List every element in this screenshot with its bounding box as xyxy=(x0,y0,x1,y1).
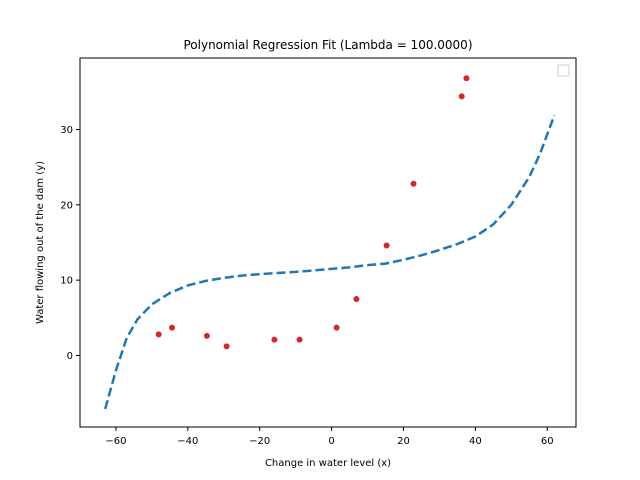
data-point-5 xyxy=(271,336,278,343)
data-point-10 xyxy=(410,180,417,187)
x-tick-label: 60 xyxy=(541,436,554,447)
y-tick-label: 0 xyxy=(67,351,73,362)
x-tick-label: 40 xyxy=(469,436,482,447)
data-point-8 xyxy=(353,296,360,302)
x-tick-label: 20 xyxy=(397,436,410,447)
data-point-11 xyxy=(458,93,465,100)
data-point-4 xyxy=(223,343,230,350)
y-tick-label: 20 xyxy=(60,200,73,211)
fit-curve-line xyxy=(103,114,556,410)
y-tick-label: 10 xyxy=(60,276,73,287)
data-point-12 xyxy=(463,75,470,82)
x-tick-label: −40 xyxy=(177,436,198,447)
data-point-2 xyxy=(169,324,175,331)
x-tick-label: 0 xyxy=(328,436,334,447)
y-tick-label: 30 xyxy=(60,125,73,136)
x-tick-label: −60 xyxy=(105,436,126,447)
data-point-9 xyxy=(383,242,390,249)
data-point-1 xyxy=(155,331,162,338)
y-axis-label: Water flowing out of the dam (y) xyxy=(35,161,46,324)
x-axis-label: Change in water level (x) xyxy=(265,458,391,469)
plot-area xyxy=(103,75,556,410)
data-point-7 xyxy=(333,324,340,331)
axis-ticks: −60 −40 −20 0 20 40 60 0 10 20 30 xyxy=(60,125,553,447)
x-tick-label: −20 xyxy=(249,436,270,447)
chart-title: Polynomial Regression Fit (Lambda = 100.… xyxy=(183,38,472,52)
data-point-6 xyxy=(296,336,303,343)
data-point-3 xyxy=(203,332,210,339)
plot-frame xyxy=(79,57,577,428)
legend-box xyxy=(557,64,570,77)
